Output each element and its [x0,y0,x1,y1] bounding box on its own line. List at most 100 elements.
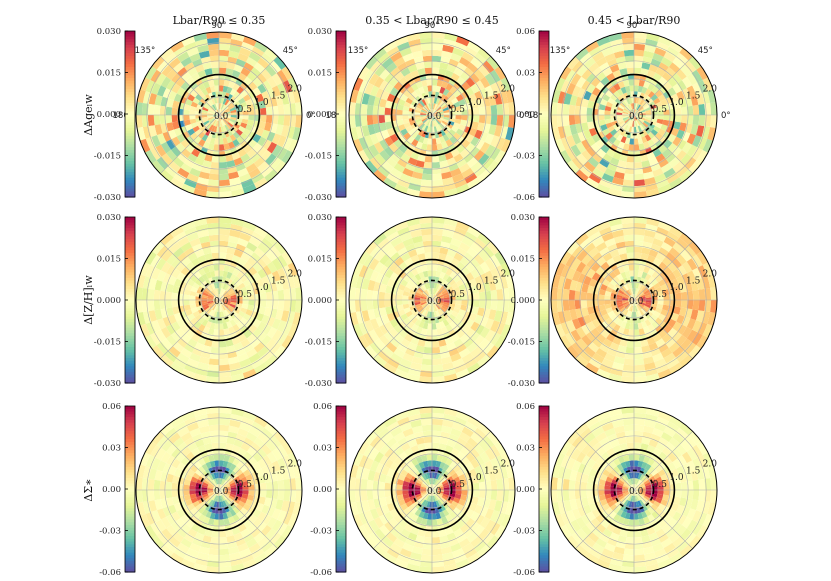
heatmap-cell [411,50,423,59]
heatmap-cell [484,73,496,86]
heatmap-cell [400,153,411,163]
heatmap-cell [472,115,480,123]
heatmap-cell [671,146,682,157]
heatmap-cell [147,115,155,127]
heatmap-cell [160,96,169,107]
heatmap-cell [637,125,643,132]
heatmap-cell [460,119,468,126]
heatmap-cell [423,436,432,444]
heatmap-cell [441,81,449,89]
colorbar-segment [125,185,135,190]
heatmap-cell [655,41,669,52]
heatmap-cell [617,62,627,70]
heatmap-cell [420,116,427,121]
heatmap-cell [225,123,232,130]
colorbar-segment [336,174,346,179]
heatmap-cell [570,73,582,86]
heatmap-cell [667,87,677,97]
heatmap-cell [384,292,392,300]
heatmap-cell [220,288,225,295]
heatmap-cell [432,364,444,372]
heatmap-cell [219,126,222,133]
heatmap-cell [295,115,303,128]
heatmap-cell [466,62,479,74]
heatmap-cell [180,162,193,174]
heatmap-cell [436,118,442,124]
heatmap-cell [369,85,380,97]
heatmap-cell [679,122,687,132]
heatmap-cell [238,282,246,290]
heatmap-cell [241,303,249,310]
heatmap-cell [189,118,197,125]
heatmap-cell [696,66,708,81]
colorbar-segment [539,47,549,51]
heatmap-cell [638,79,645,87]
heatmap-cell [494,149,506,164]
heatmap-cell [201,294,208,299]
heatmap-cell [260,52,274,65]
heatmap-cell [445,91,453,99]
heatmap-cell [208,79,215,87]
colorbar-segment [336,91,346,96]
heatmap-cell [420,364,432,372]
heatmap-cell [666,172,680,184]
heatmap-cell [247,119,255,126]
heatmap-cell [283,288,291,300]
heatmap-cell [204,287,211,294]
heatmap-cell [628,103,633,110]
heatmap-cell [239,132,248,141]
heatmap-cell [247,90,256,99]
heatmap-cell [488,94,497,106]
heatmap-cell [211,155,219,163]
heatmap-cell [461,109,468,115]
heatmap-cell [224,109,231,114]
heatmap-cell [580,106,588,115]
radial-tick-label: 1.5 [271,466,286,476]
heatmap-cell [283,115,291,127]
heatmap-cell [240,41,254,52]
heatmap-cell [423,125,429,132]
heatmap-cell [393,162,406,174]
heatmap-cell [623,124,629,131]
heatmap-cell [177,167,190,179]
heatmap-cell [478,300,486,309]
heatmap-cell [418,129,424,137]
grid-spoke [373,56,433,116]
heatmap-cell [490,479,498,490]
radial-tick-label: 1.0 [467,98,482,108]
heatmap-cell [156,156,169,170]
heatmap-cell [420,228,432,236]
heatmap-cell [581,122,589,132]
heatmap-cell [681,141,693,154]
heatmap-cell [219,305,223,312]
heatmap-cell [229,118,236,124]
colorbar-segment [539,66,549,71]
heatmap-cell [230,301,237,306]
colorbar-segment [125,44,135,49]
heatmap-cell [227,287,234,294]
heatmap-cell [219,346,228,354]
heatmap-cell [215,103,219,110]
heatmap-cell [479,141,491,154]
heatmap-cell [230,300,237,303]
heatmap-cell [642,165,653,174]
heatmap-cell [642,93,648,101]
heatmap-cell [432,173,443,181]
heatmap-cell [651,86,660,95]
heatmap-cell [219,436,228,444]
heatmap-cell [670,93,680,103]
heatmap-cell [624,118,630,124]
heatmap-cell [384,482,392,490]
colorbar-segment [125,166,135,170]
heatmap-cell [276,147,288,161]
inner-dashed-circle [198,94,240,136]
heatmap-cell [160,123,169,134]
heatmap-cell [204,121,211,128]
heatmap-cell [465,142,476,153]
heatmap-cell [617,141,625,149]
heatmap-cell [168,161,181,173]
heatmap-cell [646,98,654,105]
heatmap-cell [452,173,465,183]
heatmap-cell [595,162,608,174]
